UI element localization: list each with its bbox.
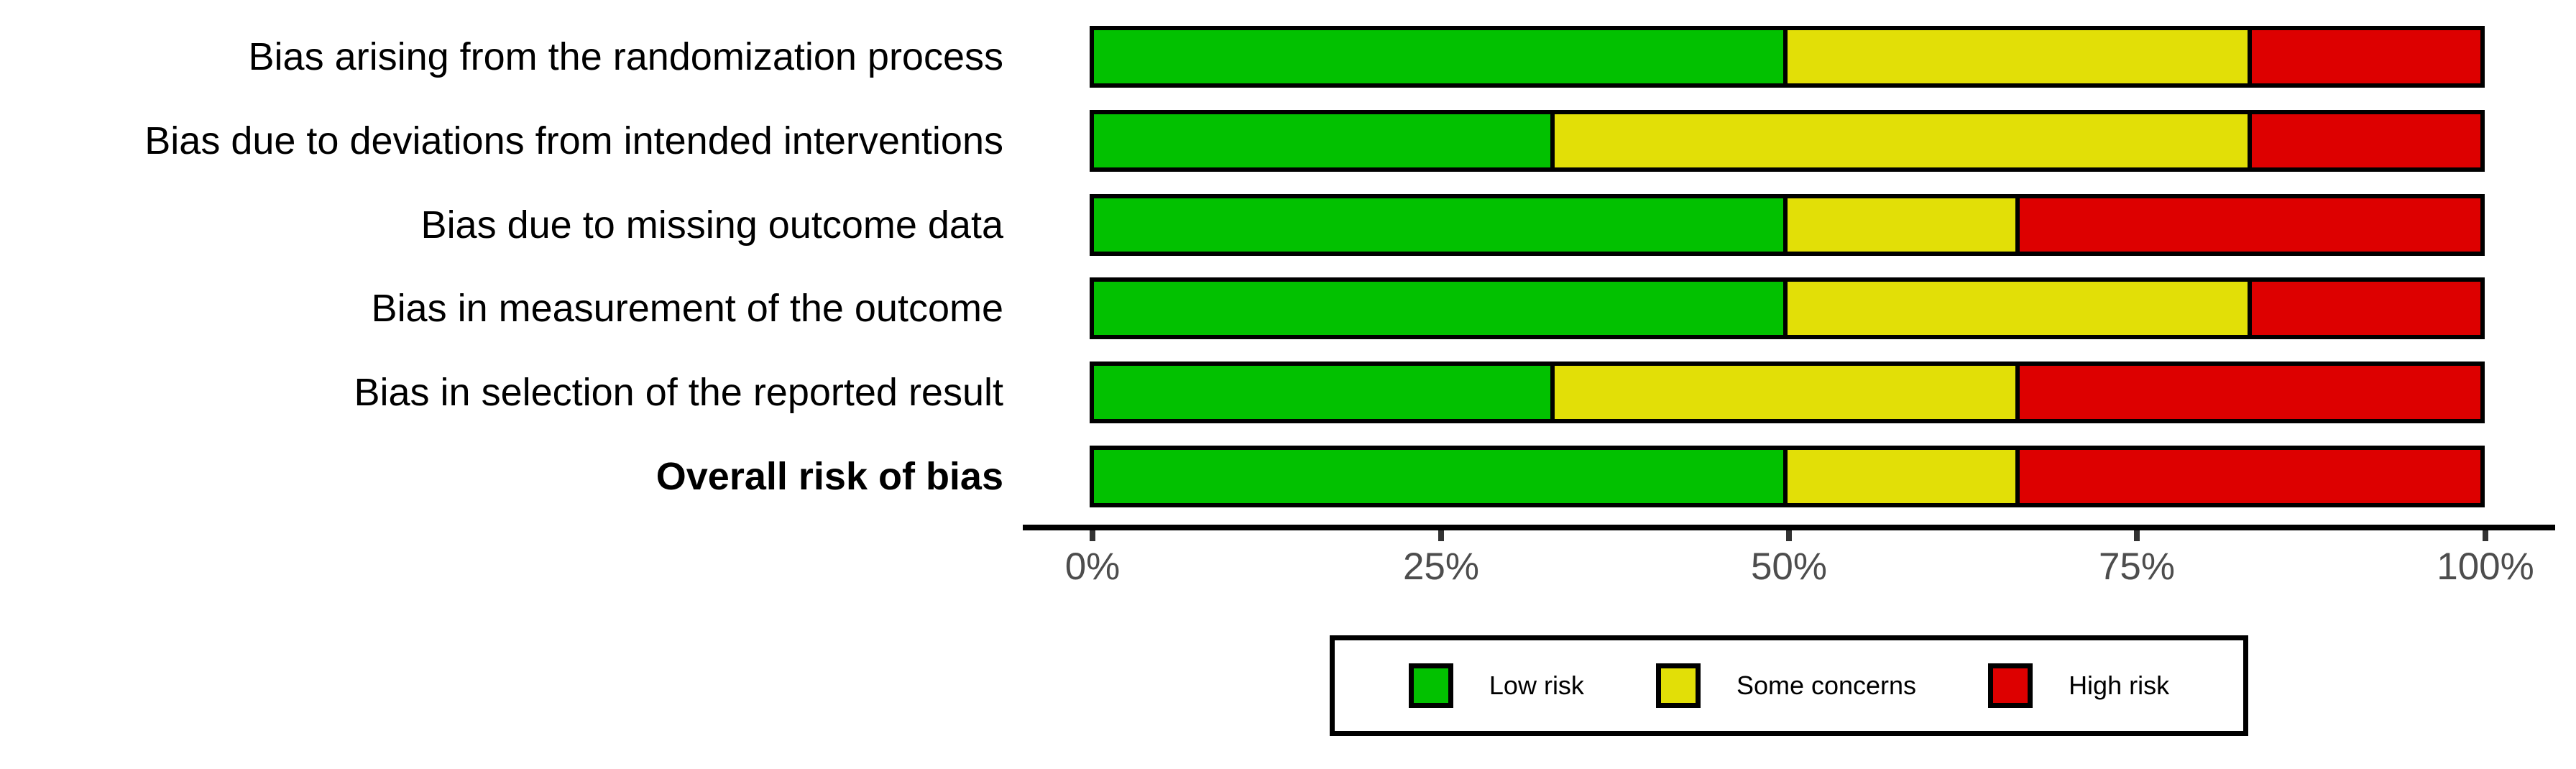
low-risk-swatch-icon xyxy=(1408,663,1453,708)
legend-label: Low risk xyxy=(1489,671,1584,700)
legend-item-low-risk: Low risk xyxy=(1408,663,1584,708)
legend-label: High risk xyxy=(2069,671,2170,700)
segment-high-risk xyxy=(2020,193,2485,256)
category-label: Bias arising from the randomization proc… xyxy=(248,35,1003,78)
bar-row-deviations: Bias due to deviations from intended int… xyxy=(0,109,2576,172)
segment-some-concerns xyxy=(1787,277,2253,340)
segment-low-risk xyxy=(1090,445,1788,507)
stacked-bar xyxy=(1090,109,2485,172)
high-risk-swatch-icon xyxy=(1988,663,2033,708)
bar-row-randomization: Bias arising from the randomization proc… xyxy=(0,26,2576,88)
segment-low-risk xyxy=(1090,362,1555,424)
category-label: Bias in measurement of the outcome xyxy=(371,287,1003,331)
segment-some-concerns xyxy=(1554,109,2253,172)
segment-low-risk xyxy=(1090,277,1788,340)
segment-some-concerns xyxy=(1554,362,2020,424)
segment-high-risk xyxy=(2252,109,2485,172)
legend: Low risk Some concerns High risk xyxy=(1330,635,2248,736)
legend-item-some-concerns: Some concerns xyxy=(1655,663,1917,708)
legend-item-high-risk: High risk xyxy=(1988,663,2169,708)
segment-some-concerns xyxy=(1787,445,2020,507)
stacked-bar xyxy=(1090,193,2485,256)
x-axis-tick-label: 0% xyxy=(1064,545,1121,588)
category-label: Bias due to missing outcome data xyxy=(420,203,1003,247)
legend-label: Some concerns xyxy=(1736,671,1917,700)
segment-high-risk xyxy=(2019,362,2485,424)
x-axis-tick xyxy=(1786,530,1792,541)
segment-low-risk xyxy=(1090,109,1555,172)
segment-high-risk xyxy=(2252,26,2485,88)
some-concerns-swatch-icon xyxy=(1655,663,1701,708)
x-axis-tick-label: 50% xyxy=(1750,545,1828,588)
segment-some-concerns xyxy=(1787,193,2020,256)
segment-low-risk xyxy=(1090,26,1788,88)
x-axis-tick xyxy=(1090,530,1095,541)
category-label-overall: Overall risk of bias xyxy=(656,454,1003,498)
stacked-bar xyxy=(1090,277,2485,340)
x-axis-line xyxy=(1023,525,2555,530)
x-axis-tick xyxy=(2134,530,2140,541)
category-label: Bias due to deviations from intended int… xyxy=(144,119,1003,162)
bar-row-missing-data: Bias due to missing outcome data xyxy=(0,193,2576,256)
stacked-bar xyxy=(1090,26,2485,88)
x-axis-tick xyxy=(1438,530,1444,541)
bar-row-selection: Bias in selection of the reported result xyxy=(0,362,2576,424)
segment-high-risk xyxy=(2252,277,2485,340)
x-axis-tick-label: 25% xyxy=(1402,545,1480,588)
x-axis-tick xyxy=(2483,530,2488,541)
segment-low-risk xyxy=(1090,193,1788,256)
segment-high-risk xyxy=(2020,445,2485,507)
bar-row-measurement: Bias in measurement of the outcome xyxy=(0,277,2576,340)
x-axis-tick-label: 100% xyxy=(2437,545,2534,588)
segment-some-concerns xyxy=(1787,26,2253,88)
x-axis-tick-label: 75% xyxy=(2098,545,2176,588)
plot-area: Bias arising from the randomization proc… xyxy=(0,26,2576,507)
stacked-bar xyxy=(1090,445,2485,507)
stacked-bar xyxy=(1090,362,2485,424)
category-label: Bias in selection of the reported result xyxy=(354,371,1004,415)
bar-row-overall: Overall risk of bias xyxy=(0,445,2576,507)
